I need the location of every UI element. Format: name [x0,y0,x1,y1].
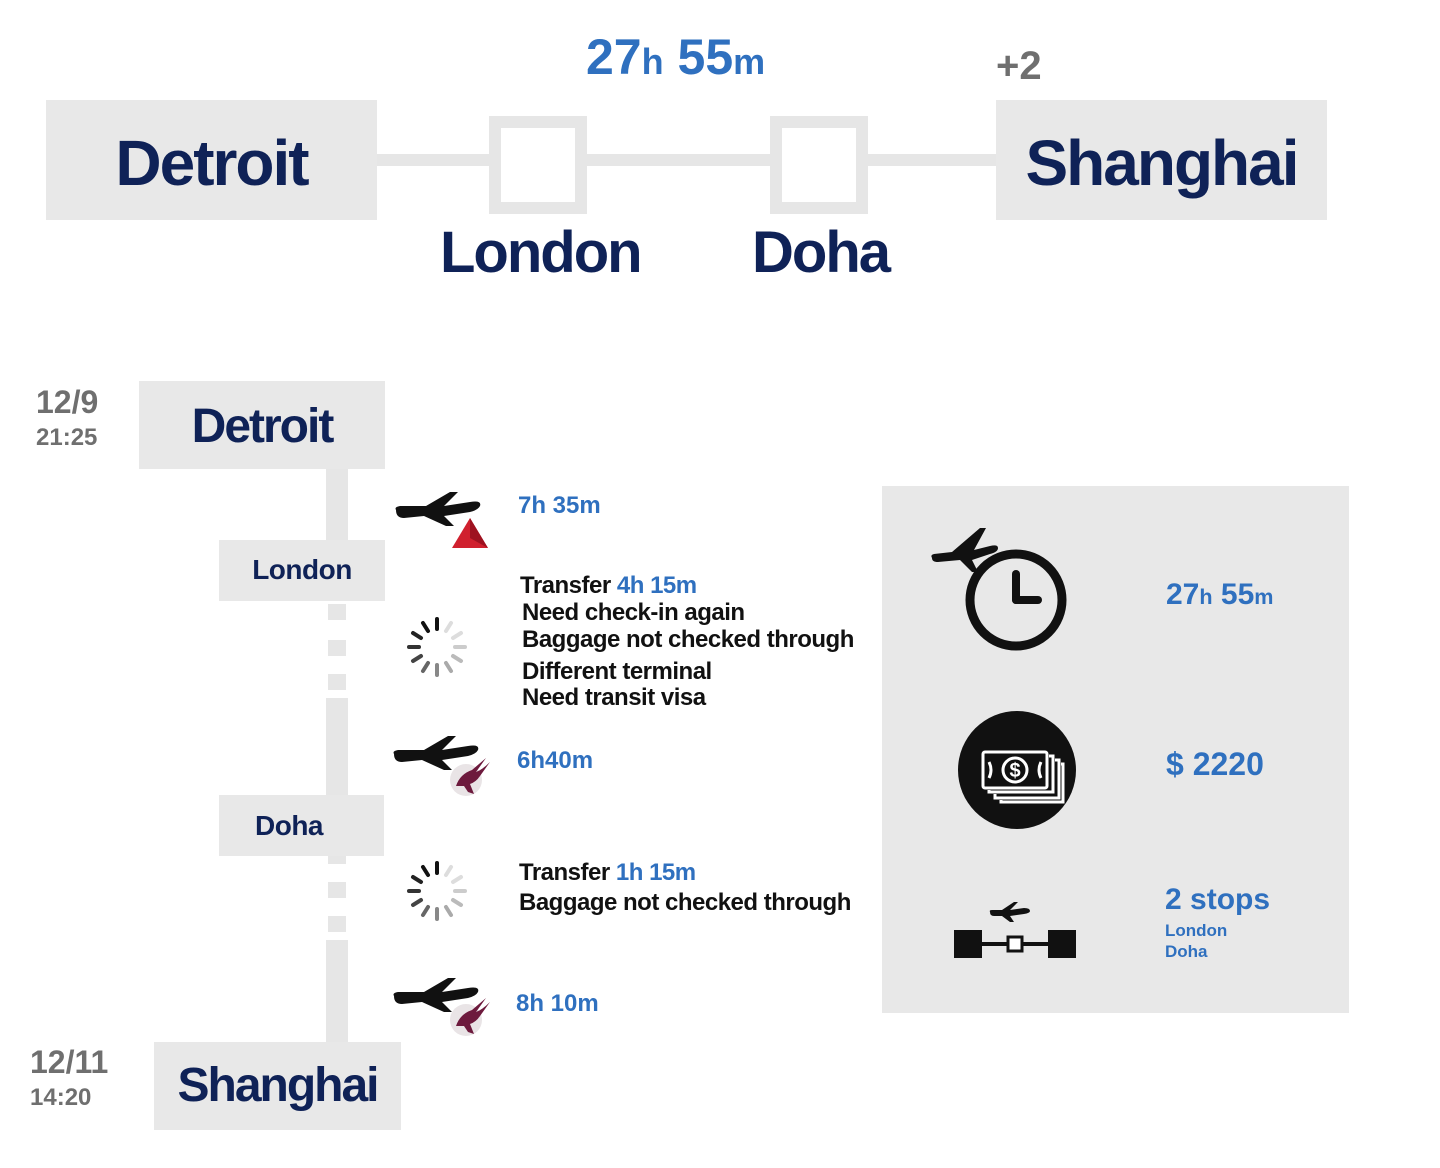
departure-date: 12/9 [36,384,99,420]
qatar-oryx-logo-icon [450,758,490,796]
transfer-1-note: Need check-in again [522,599,745,626]
stop1-city: London [440,220,643,285]
svg-text:$: $ [1009,760,1020,782]
arrival-time: 14:20 [30,1084,92,1111]
stop-city-doha: Doha [255,810,324,841]
route-line [377,154,997,166]
airplane-icon [393,736,479,770]
panel-stop-name: London [1165,921,1228,940]
plane-clock-icon [931,528,1067,651]
transfer-1-note: Baggage not checked through [522,626,854,653]
day-offset: +2 [996,44,1042,88]
stop2-city: Doha [752,220,891,285]
transfer-1-header: Transfer 4h 15m [520,572,697,599]
timeline-segment-1 [326,468,348,542]
panel-price: $ 2220 [1166,746,1264,782]
stops-icon [954,902,1076,958]
transfer-1-note: Need transit visa [522,684,706,711]
panel-duration: 27h 55m [1166,578,1274,611]
airplane-icon [395,492,481,526]
panel-stops-label: 2 stops [1165,883,1271,916]
transfer-1-note: Different terminal [522,658,712,685]
arrival-date: 12/11 [30,1044,109,1080]
stop2-marker [770,116,868,214]
delta-logo-icon [452,518,488,548]
panel-stop-name: Doha [1165,942,1208,961]
stop-city-london: London [252,554,352,585]
origin-city: Detroit [115,127,309,199]
arrival-city: Shanghai [177,1059,379,1112]
timeline-dash [328,604,346,620]
arrival-box [154,1042,401,1130]
timeline-dash [328,674,346,690]
flight-1-duration: 7h 35m [518,492,601,519]
stop1-marker [489,116,587,214]
stop-box-doha [219,795,384,856]
loading-spinner-icon [407,617,467,677]
loading-spinner-icon [407,861,467,921]
flight-3-duration: 8h 10m [516,990,599,1017]
departure-city: Detroit [191,400,335,453]
qatar-oryx-logo-icon [450,998,490,1036]
departure-time: 21:25 [36,424,98,451]
timeline-segment-2 [326,698,348,796]
transfer-2-note: Baggage not checked through [519,889,851,916]
destination-box [996,100,1327,220]
destination-city: Shanghai [1025,127,1299,199]
total-duration: 27h 55m [586,29,766,85]
stop-box-london [219,540,385,601]
departure-box [139,381,385,469]
money-icon: $ [958,711,1076,829]
timeline-dash [328,882,346,898]
transfer-2-header: Transfer 1h 15m [519,859,696,886]
timeline-dash [328,640,346,656]
timeline-dash [328,916,346,932]
origin-box [46,100,377,220]
summary-panel: 27h 55m $ $ 2220 2 stops London Doha [882,486,1349,1013]
flight-2-duration: 6h40m [517,747,594,774]
airplane-icon [393,978,479,1012]
timeline-segment-3 [326,940,348,1042]
